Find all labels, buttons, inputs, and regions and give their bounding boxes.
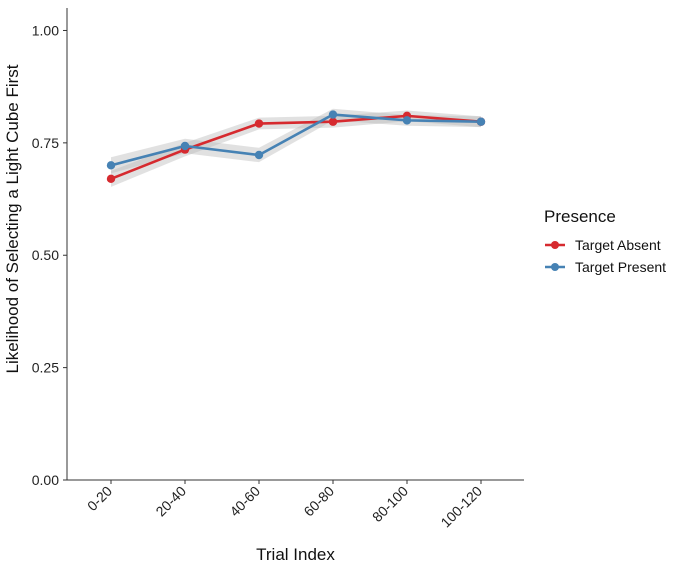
y-tick-label: 0.00 [32,472,59,488]
x-tick-label: 80-100 [369,483,411,525]
target-absent-point [254,119,264,128]
target-present-point [254,150,264,160]
target-present-ci-band [111,108,481,174]
y-axis-title: Likelihood of Selecting a Light Cube Fir… [3,64,22,373]
target-present-point [402,116,412,125]
legend: Presence Target Absent Target Present [544,207,666,275]
x-tick-label: 0-20 [84,483,115,514]
legend-target-absent-label: Target Absent [575,237,661,253]
x-tick-label: 20-40 [152,483,189,520]
x-tick-label: 60-80 [300,483,337,520]
y-axis-ticks: 0.00 0.25 0.50 0.75 1.00 [32,22,67,488]
series-lines [110,113,482,181]
x-tick-label: 100-120 [437,483,485,531]
x-axis-title: Trial Index [256,545,335,564]
target-present-point [180,141,190,151]
y-tick-label: 1.00 [32,22,59,38]
legend-title: Presence [544,207,616,226]
series-points [106,110,486,184]
y-tick-label: 0.75 [32,135,59,151]
x-axis-ticks: 0-20 20-40 40-60 60-80 80-100 100-120 [84,480,485,530]
target-present-point [476,117,486,126]
legend-target-present-label: Target Present [575,259,666,275]
legend-items: Target Absent Target Present [545,237,666,275]
x-tick-label: 40-60 [226,483,263,520]
y-tick-label: 0.25 [32,360,59,376]
legend-target-present-swatch-point [551,263,559,271]
y-tick-label: 0.50 [32,247,59,263]
legend-target-absent-swatch-point [551,241,559,249]
target-absent-line [110,114,482,181]
target-absent-point [328,117,338,126]
target-present-point [328,110,338,119]
target-present-line [110,113,482,167]
target-absent-point [106,174,116,184]
target-present-point [106,161,116,170]
